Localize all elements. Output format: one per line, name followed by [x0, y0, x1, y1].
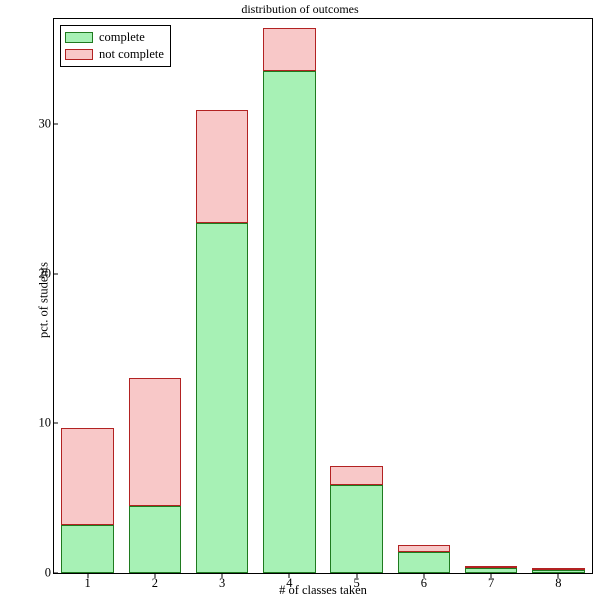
ytick-mark	[53, 423, 58, 424]
bar-complete	[196, 223, 248, 573]
bar-complete	[129, 506, 181, 573]
bar-not-complete	[196, 110, 248, 222]
ytick-label: 0	[45, 566, 51, 581]
bar-not-complete	[61, 428, 113, 525]
chart-container: distribution of outcomes pct. of student…	[0, 0, 600, 600]
ytick-label: 30	[39, 116, 52, 131]
chart-title: distribution of outcomes	[0, 2, 600, 17]
bar-not-complete	[263, 28, 315, 71]
xtick-mark	[491, 573, 492, 578]
xtick-mark	[87, 573, 88, 578]
bar-complete	[398, 552, 450, 573]
bar-not-complete	[465, 566, 517, 568]
xtick-mark	[423, 573, 424, 578]
plot-area: complete not complete	[53, 18, 593, 574]
xtick-mark	[289, 573, 290, 578]
bar-not-complete	[532, 568, 584, 570]
bar-complete	[263, 71, 315, 573]
xtick-mark	[356, 573, 357, 578]
xtick-mark	[558, 573, 559, 578]
bar-not-complete	[398, 545, 450, 552]
ytick-mark	[53, 123, 58, 124]
bars-layer	[54, 19, 592, 573]
ytick-label: 20	[39, 266, 52, 281]
bar-complete	[330, 485, 382, 573]
x-axis-label: # of classes taken	[53, 583, 593, 598]
xtick-mark	[222, 573, 223, 578]
bar-not-complete	[129, 378, 181, 505]
ytick-label: 10	[39, 416, 52, 431]
ytick-mark	[53, 573, 58, 574]
ytick-mark	[53, 273, 58, 274]
bar-not-complete	[330, 466, 382, 485]
bar-complete	[61, 525, 113, 573]
xtick-mark	[154, 573, 155, 578]
